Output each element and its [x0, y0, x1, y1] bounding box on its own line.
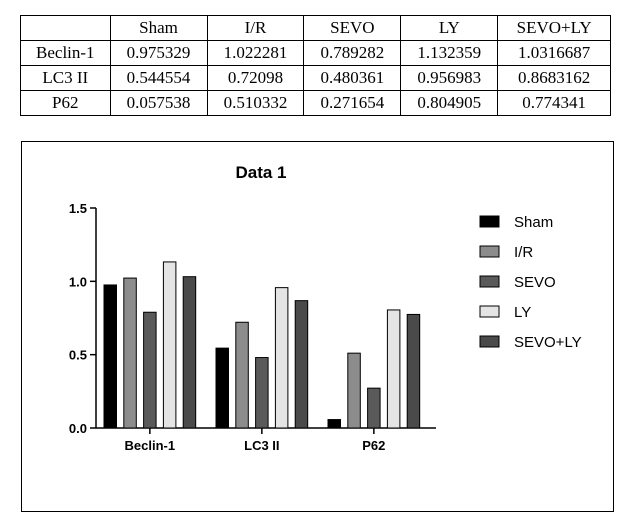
bar-sevo-ly	[182, 276, 197, 429]
bar-i-r	[235, 321, 249, 429]
table-cell: 1.132359	[400, 40, 499, 66]
table-cell: 0.8683162	[497, 65, 611, 91]
column-header: Sham	[109, 15, 208, 41]
legend-swatch	[479, 275, 500, 288]
bar-i-r	[347, 352, 361, 429]
legend-label: SEVO	[514, 274, 556, 291]
row-label: Beclin-1	[20, 40, 111, 66]
bar-sevo	[367, 387, 381, 429]
column-header: SEVO	[303, 15, 402, 41]
column-header: I/R	[206, 15, 305, 41]
table-corner-cell	[20, 15, 111, 41]
legend-swatch	[479, 245, 500, 258]
legend-label: I/R	[514, 244, 533, 261]
bar-ly	[386, 309, 401, 429]
bar-chart: Data 1 0.0 0.5 1.0 1.5 Beclin-1 LC3 II P62 Sham I…	[69, 163, 582, 453]
legend-swatch	[479, 305, 500, 318]
bar-sevo	[255, 357, 269, 429]
row-label: P62	[20, 90, 111, 116]
legend-label: LY	[514, 304, 531, 321]
table-cell: 0.72098	[206, 65, 305, 91]
table-cell: 1.0316687	[497, 40, 611, 66]
bar-sevo-ly	[294, 300, 309, 429]
table-cell: 0.480361	[303, 65, 402, 91]
legend-label: Sham	[514, 214, 553, 231]
x-tick-label: LC3 II	[244, 438, 279, 453]
table-cell: 0.057538	[109, 90, 208, 116]
bar-sevo-ly	[406, 313, 421, 429]
row-label: LC3 II	[20, 65, 111, 91]
table-row: P62 0.057538 0.510332 0.271654 0.804905 …	[20, 90, 611, 116]
x-tick-label: P62	[362, 438, 385, 453]
table-cell: 0.975329	[109, 40, 208, 66]
table-cell: 1.022281	[206, 40, 305, 66]
column-header: LY	[400, 15, 499, 41]
y-tick-label: 1.5	[69, 201, 87, 216]
chart-frame	[21, 141, 614, 512]
data-table: Sham I/R SEVO LY SEVO+LY Beclin-1 0.9753…	[20, 15, 611, 116]
bar-sham	[327, 419, 341, 429]
table-cell: 0.804905	[400, 90, 499, 116]
table-cell: 0.956983	[400, 65, 499, 91]
table-header-row: Sham I/R SEVO LY SEVO+LY	[20, 15, 611, 41]
y-tick-label: 1.0	[69, 274, 87, 289]
table-cell: 0.789282	[303, 40, 402, 66]
table-cell: 0.271654	[303, 90, 402, 116]
table-cell: 0.544554	[109, 65, 208, 91]
y-tick-label: 0.5	[69, 348, 87, 363]
legend-swatch	[479, 215, 500, 228]
table-row: Beclin-1 0.975329 1.022281 0.789282 1.13…	[20, 40, 611, 66]
x-tick-label: Beclin-1	[125, 438, 176, 453]
bar-i-r	[123, 277, 137, 429]
bar-sham	[103, 284, 117, 429]
column-header: SEVO+LY	[497, 15, 611, 41]
legend-label: SEVO+LY	[514, 334, 582, 351]
y-tick-label: 0.0	[69, 421, 87, 436]
bar-sham	[215, 347, 229, 429]
table-row: LC3 II 0.544554 0.72098 0.480361 0.95698…	[20, 65, 611, 91]
bar-ly	[162, 261, 177, 429]
table-cell: 0.774341	[497, 90, 611, 116]
legend-swatch	[479, 335, 500, 348]
table-cell: 0.510332	[206, 90, 305, 116]
chart-title: Data 1	[235, 163, 286, 182]
bar-sevo	[143, 311, 157, 429]
bar-ly	[274, 287, 289, 429]
